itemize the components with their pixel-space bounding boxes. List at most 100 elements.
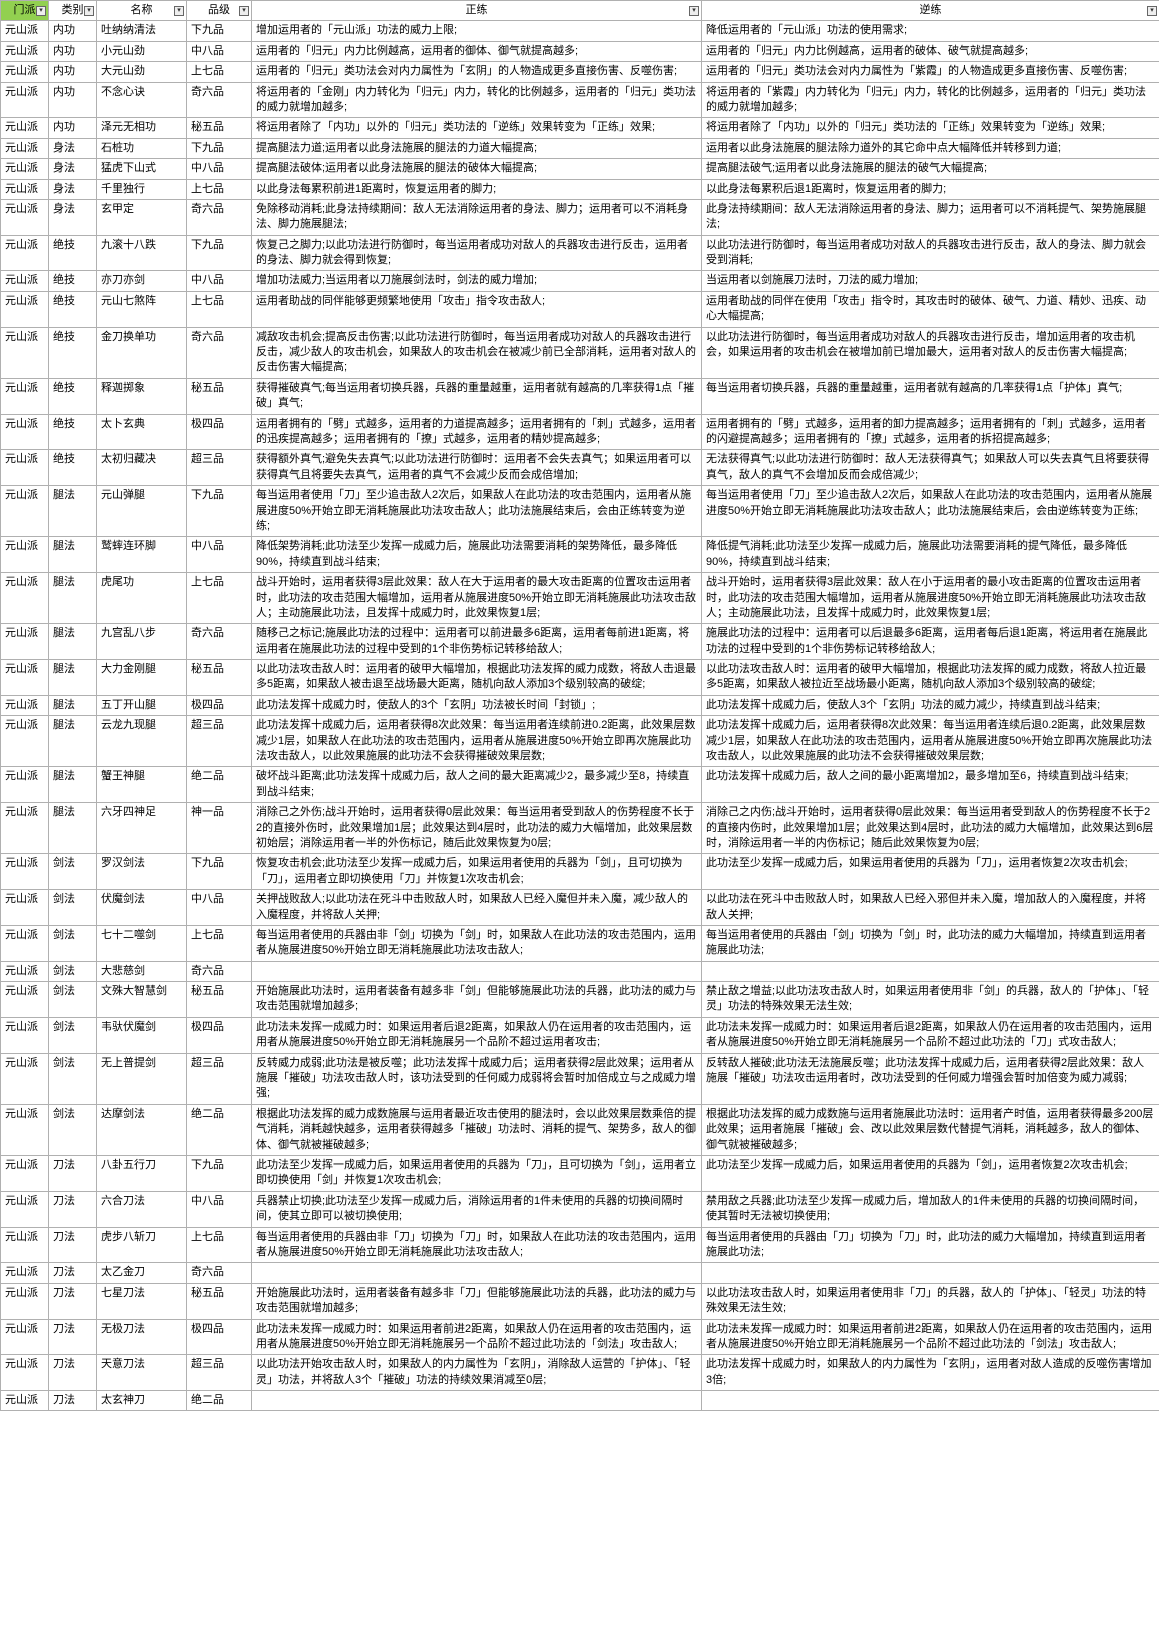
table-cell: 超三品 [187,450,252,486]
table-cell [702,1391,1159,1411]
table-cell: 破坏战斗距离;此功法发挥十成威力后，敌人之间的最大距离减少2，最多减少至8，持续… [252,767,702,803]
table-row: 元山派刀法八卦五行刀下九品此功法至少发挥一成威力后，如果运用者使用的兵器为「刀」… [1,1156,1159,1192]
table-cell: 消除己之内伤;战斗开始时，运用者获得0层此效果：每当运用者受到敌人的伤势程度不长… [702,803,1159,854]
table-cell: 剑法 [49,1017,97,1053]
table-row: 元山派剑法七十二噬剑上七品每当运用者使用的兵器由非「剑」切换为「剑」时，如果敌人… [1,925,1159,961]
filter-icon[interactable]: ▾ [174,6,184,16]
table-row: 元山派剑法大悲慈剑奇六品 [1,961,1159,981]
table-cell: 上七品 [187,291,252,327]
table-cell: 施展此功法的过程中：运用者可以后退最多6距离，运用者每后退1距离，将运用者在施展… [702,624,1159,660]
table-cell: 元山派 [1,1263,49,1283]
table-row: 元山派刀法太乙金刀奇六品 [1,1263,1159,1283]
table-cell: 绝技 [49,291,97,327]
table-cell: 奇六品 [187,1263,252,1283]
table-row: 元山派身法猛虎下山式中八品提高腿法破体;运用者以此身法施展的腿法的破体大幅提高;… [1,159,1159,179]
col-name[interactable]: 名称 ▾ [97,1,187,21]
table-cell: 奇六品 [187,327,252,378]
table-body: 元山派内功吐纳纳清法下九品增加运用者的「元山派」功法的威力上限;降低运用者的「元… [1,21,1159,1411]
table-cell: 极四品 [187,1319,252,1355]
table-cell: 每当运用者使用的兵器由非「剑」切换为「剑」时，如果敌人在此功法的攻击范围内，运用… [252,925,702,961]
table-cell: 以此功法在死斗中击败敌人时，如果敌人已经入邪但并未入魔，增加敌人的入魔程度，并将… [702,890,1159,926]
table-cell: 此功法至少发挥一成威力后，如果运用者使用的兵器为「剑」，运用者恢复2次攻击机会; [702,1156,1159,1192]
table-cell: 元山派 [1,537,49,573]
table-cell: 关押战败敌人;以此功法在死斗中击败敌人时，如果敌人已经入魔但并未入魔，减少敌人的… [252,890,702,926]
col-reverse[interactable]: 逆练 ▾ [702,1,1159,21]
table-row: 元山派腿法大力金刚腿秘五品以此功法攻击敌人时：运用者的破甲大幅增加，根据此功法发… [1,660,1159,696]
table-cell: 元山派 [1,41,49,61]
col-name-label: 名称 [131,4,153,16]
col-faction[interactable]: 门派▾ [1,1,49,21]
table-row: 元山派身法玄甲定奇六品免除移动消耗;此身法持续期间：敌人无法消除运用者的身法、脚… [1,199,1159,235]
table-cell: 免除移动消耗;此身法持续期间：敌人无法消除运用者的身法、脚力；运用者可以不消耗身… [252,199,702,235]
table-cell: 此功法发挥十成威力时，使敌人的3个「玄阴」功法被长时间「封锁」; [252,695,702,715]
table-cell: 金刀换单功 [97,327,187,378]
table-cell: 文殊大智慧剑 [97,982,187,1018]
table-cell: 降低提气消耗;此功法至少发挥一成威力后，施展此功法需要消耗的提气降低，最多降低9… [702,537,1159,573]
table-cell: 内功 [49,41,97,61]
table-cell: 元山派 [1,235,49,271]
table-cell: 绝二品 [187,1391,252,1411]
table-cell: 元山弹腿 [97,486,187,537]
table-cell: 元山派 [1,291,49,327]
table-cell: 此功法发挥十成威力后，运用者获得8次此效果：每当运用者连续前进0.2距离，此效果… [252,716,702,767]
filter-icon[interactable]: ▾ [84,6,94,16]
table-cell: 天意刀法 [97,1355,187,1391]
filter-icon[interactable]: ▾ [36,6,46,16]
table-cell: 元山派 [1,82,49,118]
col-reverse-label: 逆练 [920,4,942,16]
table-cell: 反转威力成弱;此功法是被反噬；此功法发挥十成威力后；运用者获得2层此效果；运用者… [252,1053,702,1104]
table-cell: 当运用者以剑施展刀法时，刀法的威力增加; [702,271,1159,291]
table-cell: 剑法 [49,1104,97,1155]
filter-icon[interactable]: ▾ [689,6,699,16]
skills-table: 门派▾ 类别▾ 名称▾ 品级▾ 正练▾ 逆练▾ 元山派内功吐纳纳清法下九品增加运… [0,0,1159,1411]
col-grade[interactable]: 品级▾ [187,1,252,21]
table-cell: 元山派 [1,1355,49,1391]
table-cell: 恢复攻击机会;此功法至少发挥一成威力后，如果运用者使用的兵器为「剑」，且可切换为… [252,854,702,890]
table-cell: 此功法发挥十成威力后，敌人之间的最小距离增加2，最多增加至6，持续直到战斗结束; [702,767,1159,803]
table-cell: 大力金刚腿 [97,660,187,696]
table-cell: 恢复己之脚力;以此功法进行防御时，每当运用者成功对敌人的兵器攻击进行反击，运用者… [252,235,702,271]
table-cell: 超三品 [187,1053,252,1104]
table-cell: 石桩功 [97,138,187,158]
table-cell: 身法 [49,138,97,158]
table-cell: 元山派 [1,716,49,767]
table-cell: 开始施展此功法时，运用者装备有越多非「刀」但能够施展此功法的兵器，此功法的威力与… [252,1283,702,1319]
table-cell: 八卦五行刀 [97,1156,187,1192]
table-cell: 剑法 [49,854,97,890]
col-type-label: 类别 [62,4,84,16]
table-row: 元山派刀法六合刀法中八品兵器禁止切换;此功法至少发挥一成威力后，消除运用者的1件… [1,1191,1159,1227]
table-cell: 刀法 [49,1227,97,1263]
table-row: 元山派剑法罗汉剑法下九品恢复攻击机会;此功法至少发挥一成威力后，如果运用者使用的… [1,854,1159,890]
table-cell: 绝技 [49,235,97,271]
table-cell: 元山派 [1,1053,49,1104]
table-row: 元山派剑法文殊大智慧剑秘五品开始施展此功法时，运用者装备有越多非「剑」但能够施展… [1,982,1159,1018]
table-cell: 中八品 [187,890,252,926]
filter-icon[interactable]: ▾ [1147,6,1157,16]
table-row: 元山派内功泽元无相功秘五品将运用者除了「内功」以外的「归元」类功法的「逆练」效果… [1,118,1159,138]
table-cell: 元山派 [1,378,49,414]
table-row: 元山派刀法无极刀法极四品此功法未发挥一成威力时：如果运用者前进2距离，如果敌人仍… [1,1319,1159,1355]
table-cell: 提高腿法破体;运用者以此身法施展的腿法的破体大幅提高; [252,159,702,179]
table-cell: 运用者的「归元」类功法会对内力属性为「紫霞」的人物造成更多直接伤害、反噬伤害; [702,62,1159,82]
table-cell: 伏魔剑法 [97,890,187,926]
table-cell: 元山派 [1,1156,49,1192]
filter-icon[interactable]: ▾ [239,6,249,16]
table-cell: 战斗开始时，运用者获得3层此效果：敌人在大于运用者的最大攻击距离的位置攻击运用者… [252,573,702,624]
table-cell: 秘五品 [187,1283,252,1319]
col-forward[interactable]: 正练▾ [252,1,702,21]
col-type[interactable]: 类别▾ [49,1,97,21]
table-cell: 内功 [49,21,97,41]
table-cell: 剑法 [49,961,97,981]
table-cell: 不念心诀 [97,82,187,118]
table-cell: 太乙金刀 [97,1263,187,1283]
table-cell: 此功法至少发挥一成威力后，如果运用者使用的兵器为「刀」，且可切换为「剑」，运用者… [252,1156,702,1192]
table-cell: 元山派 [1,767,49,803]
table-row: 元山派身法石桩功下九品提高腿法力道;运用者以此身法施展的腿法的力道大幅提高;运用… [1,138,1159,158]
table-cell: 下九品 [187,21,252,41]
table-cell: 运用者助战的同伴在使用「攻击」指令时，其攻击时的破体、破气、力道、精妙、迅疾、动… [702,291,1159,327]
table-cell: 刀法 [49,1355,97,1391]
table-cell: 绝技 [49,414,97,450]
table-cell: 下九品 [187,854,252,890]
table-cell: 元山派 [1,62,49,82]
table-cell: 根据此功法发挥的威力成数施与运用者施展此功法时：运用者产时值，运用者获得最多20… [702,1104,1159,1155]
